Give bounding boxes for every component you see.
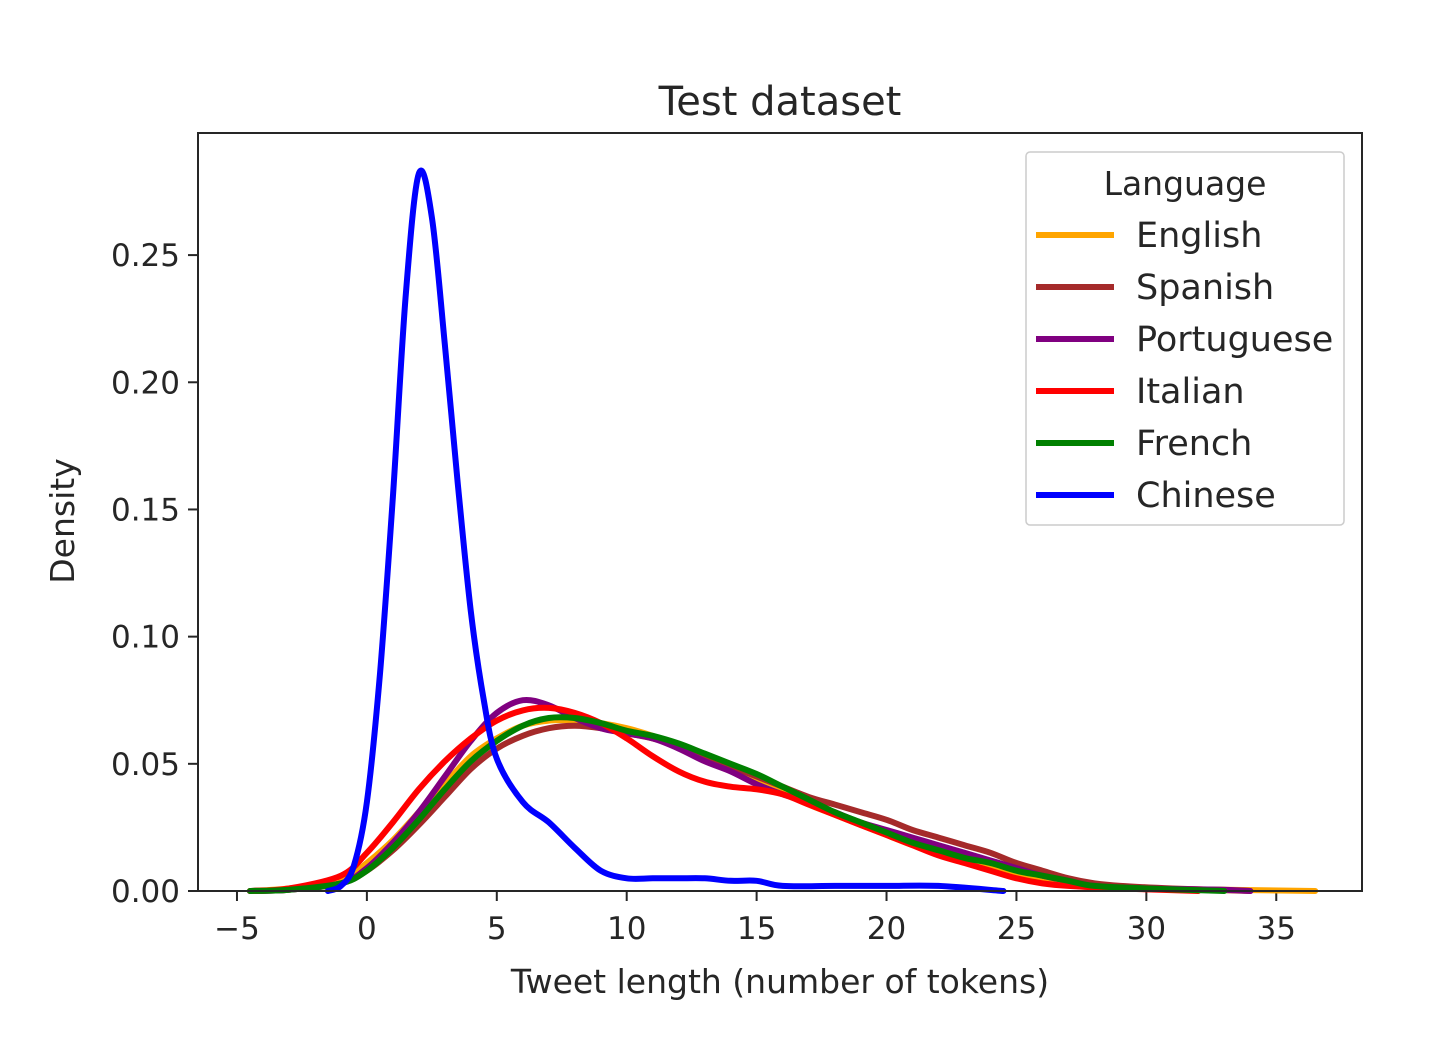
y-tick-label: 0.00 [111, 874, 180, 910]
legend-box [1025, 151, 1345, 526]
series-line-chinese [324, 167, 1007, 894]
x-tick-label: −5 [214, 911, 260, 947]
y-tick-label: 0.25 [111, 238, 180, 274]
x-tick-label: 20 [867, 911, 906, 947]
x-tick-label: 35 [1257, 911, 1296, 947]
y-tick-label: 0.15 [111, 492, 180, 528]
y-tick-label: 0.20 [111, 365, 180, 401]
legend-label: Portuguese [1136, 320, 1333, 360]
legend-title: Language [1104, 164, 1267, 203]
series-line-english [247, 717, 1319, 894]
legend-label: French [1136, 424, 1252, 464]
legend-item-spanish: Spanish [1036, 268, 1274, 308]
legend-label: Chinese [1136, 476, 1276, 516]
axis-ticks: −5 0 5 10 15 20 25 30 35 0.00 0.05 0.10 0.15 0.20 0.25 [111, 238, 1296, 947]
legend-item-english: English [1036, 216, 1262, 256]
x-tick-label: 30 [1127, 911, 1166, 947]
legend-item-italian: Italian [1036, 372, 1245, 412]
series-line-french [247, 714, 1228, 894]
series-lines [247, 167, 1319, 894]
y-axis-label: Density [43, 458, 82, 583]
legend-item-chinese: Chinese [1036, 476, 1276, 516]
plot-area-frame [197, 132, 1363, 892]
x-tick-label: 5 [487, 911, 507, 947]
x-tick-label: 15 [737, 911, 776, 947]
legend-label: English [1136, 216, 1262, 256]
series-line-portuguese [247, 696, 1254, 894]
chart-title: Test dataset [658, 79, 902, 125]
legend-item-french: French [1036, 424, 1252, 464]
x-tick-label: 0 [357, 911, 377, 947]
y-tick-label: 0.05 [111, 747, 180, 783]
x-axis-label: Tweet length (number of tokens) [510, 962, 1049, 1001]
x-tick-label: 10 [607, 911, 646, 947]
x-tick-label: 25 [997, 911, 1036, 947]
legend-item-portuguese: Portuguese [1036, 320, 1333, 360]
series-line-italian [247, 704, 1202, 894]
legend-label: Spanish [1136, 268, 1274, 308]
legend-label: Italian [1136, 372, 1245, 412]
y-tick-label: 0.10 [111, 620, 180, 656]
legend: Language English Spanish Portuguese Italian… [1025, 151, 1345, 526]
